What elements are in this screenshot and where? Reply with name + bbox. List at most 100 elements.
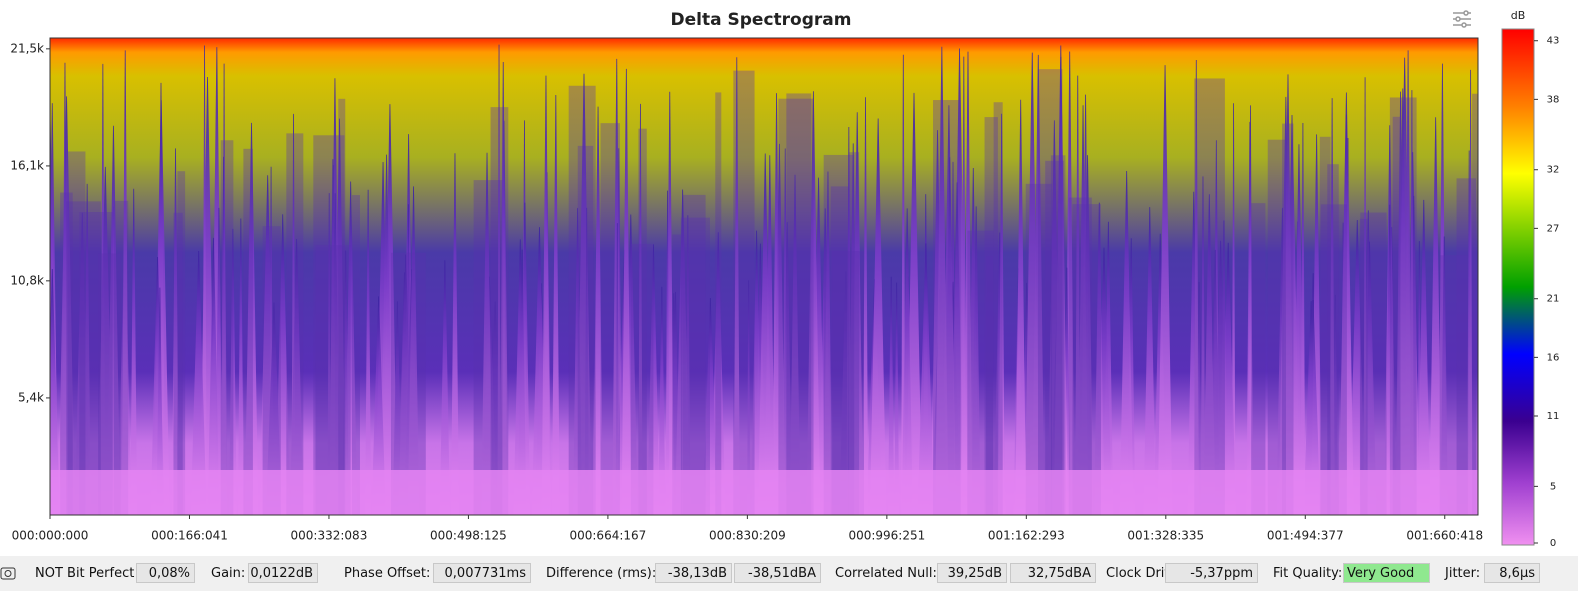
x-tick-label: 000:830:209 xyxy=(709,529,786,543)
spectral-streak xyxy=(190,251,207,515)
spectral-region xyxy=(66,201,101,515)
label: Difference (rms): xyxy=(546,566,657,581)
spectral-region xyxy=(778,98,814,515)
spectral-streak xyxy=(1329,98,1335,515)
spectral-streak xyxy=(1053,45,1068,515)
x-tick-label: 000:000:000 xyxy=(12,529,89,543)
spectral-streak xyxy=(237,218,244,515)
spectral-streak xyxy=(675,189,691,515)
spectral-streak xyxy=(593,106,604,515)
spectral-streak xyxy=(551,95,560,515)
camera-icon[interactable] xyxy=(0,564,16,582)
value-box: 0,0122dB xyxy=(248,563,318,583)
x-tick-label: 000:664:167 xyxy=(569,529,646,543)
spectral-streak xyxy=(1143,207,1156,515)
spectral-region xyxy=(823,154,855,515)
y-tick-label: 21,5k xyxy=(10,41,44,55)
colorbar-tick-label: 38 xyxy=(1547,94,1560,105)
spectral-region xyxy=(313,135,345,515)
spectral-streak xyxy=(342,250,349,515)
settings-icon[interactable] xyxy=(1453,10,1471,28)
spectral-streak xyxy=(1440,236,1448,515)
spectral-streak xyxy=(1248,105,1253,515)
spectral-region xyxy=(568,85,596,515)
x-tick-label: 001:660:418 xyxy=(1406,529,1483,543)
spectral-streak xyxy=(806,91,821,515)
spectral-region xyxy=(577,145,594,515)
spectral-streak xyxy=(96,166,114,515)
x-tick-label: 001:162:293 xyxy=(988,529,1065,543)
spectral-streak xyxy=(901,208,913,515)
label: Correlated Null: xyxy=(835,566,937,581)
spectral-region xyxy=(967,230,994,515)
spectral-streak xyxy=(244,122,259,515)
value-box: -38,51dBA xyxy=(734,563,821,583)
colorbar-tick-label: 5 xyxy=(1550,481,1556,492)
spectral-streak xyxy=(289,239,304,515)
value-box: -5,37ppm xyxy=(1165,563,1258,583)
spectral-region xyxy=(600,123,620,515)
spectral-region xyxy=(680,217,710,515)
value-box: 0,08% xyxy=(136,563,195,583)
spectral-streak xyxy=(1094,202,1105,515)
spectral-streak xyxy=(584,207,589,515)
spectral-region xyxy=(1327,164,1339,515)
label: Fit Quality: xyxy=(1273,566,1343,581)
colorbar xyxy=(1501,28,1535,546)
spectral-region xyxy=(1267,139,1286,515)
spectral-streak xyxy=(789,174,801,515)
spectral-streak xyxy=(380,154,393,515)
spectral-region xyxy=(1068,197,1092,515)
value-box: 8,6µs xyxy=(1484,563,1540,583)
spectral-streak xyxy=(1032,54,1045,515)
spectral-streak xyxy=(917,243,935,515)
x-tick-label: 000:166:041 xyxy=(151,529,228,543)
label: Phase Offset: xyxy=(344,566,431,581)
spectral-streak xyxy=(121,50,129,515)
spectral-streak xyxy=(971,206,981,515)
spectral-streak xyxy=(573,208,583,515)
spectral-streak xyxy=(703,298,718,515)
spectral-region xyxy=(173,212,183,515)
spectral-streak xyxy=(407,186,420,515)
spectral-region xyxy=(630,243,654,515)
spectral-streak xyxy=(450,153,460,515)
spectral-region xyxy=(1320,204,1347,515)
spectral-streak xyxy=(1015,99,1027,515)
low-band xyxy=(50,470,1478,515)
status-bar: NOT Bit Perfect 0,08% Gain: 0,0122dB Pha… xyxy=(0,556,1578,591)
spectral-streak xyxy=(764,155,776,515)
spectral-region xyxy=(993,102,1003,515)
spectral-region xyxy=(60,192,73,515)
spectral-streak xyxy=(1200,176,1206,515)
spectral-streak xyxy=(998,113,1005,515)
spectral-streak xyxy=(365,189,372,515)
spectral-region xyxy=(638,128,647,515)
colorbar-tick-label: 32 xyxy=(1547,165,1560,176)
spectral-streak xyxy=(869,118,887,515)
colorbar-tick-label: 16 xyxy=(1547,352,1560,363)
spectral-streak xyxy=(772,143,786,515)
spectral-region xyxy=(715,92,722,515)
label: Clock Drift: xyxy=(1106,566,1179,581)
value-box: 39,25dB xyxy=(937,563,1007,583)
spectral-streak xyxy=(371,296,386,515)
spectral-region xyxy=(1389,97,1417,515)
label: Gain: xyxy=(211,566,246,581)
spectral-streak xyxy=(621,68,632,515)
spectral-region xyxy=(1045,160,1064,515)
spectral-region xyxy=(262,226,281,515)
spectral-streak xyxy=(74,212,90,515)
x-tick-label: 000:996:251 xyxy=(848,529,925,543)
spectral-streak xyxy=(1203,194,1216,515)
spectral-region xyxy=(113,200,129,515)
spectral-region xyxy=(1251,203,1266,515)
spectral-region xyxy=(830,186,849,515)
spectral-streak xyxy=(499,62,507,515)
y-tick-label: 10,8k xyxy=(10,273,44,287)
spectral-streak xyxy=(888,276,895,515)
spectral-streak xyxy=(1077,105,1089,515)
spectral-streak xyxy=(1468,69,1473,515)
spectral-streak xyxy=(647,244,660,515)
